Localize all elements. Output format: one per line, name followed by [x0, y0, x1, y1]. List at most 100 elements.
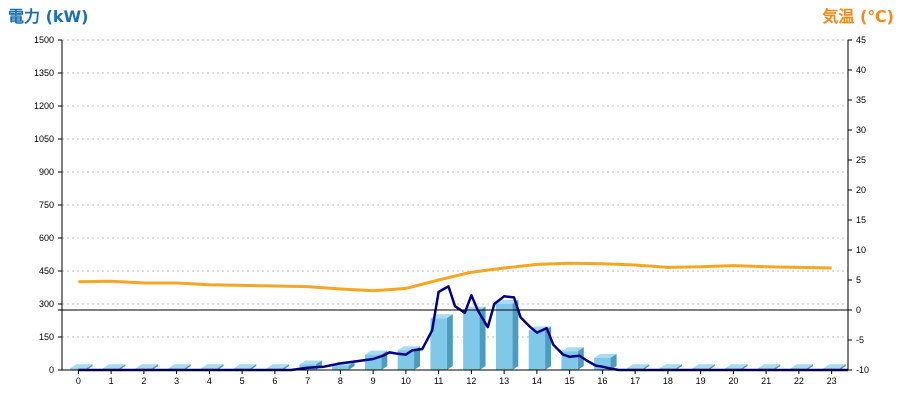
bar-side [643, 364, 650, 370]
power-line [78, 285, 848, 372]
bar-side [839, 364, 846, 370]
x-tick-label: 13 [499, 376, 509, 386]
bar-front [430, 318, 447, 370]
left-tick-label: 600 [39, 233, 54, 243]
bar-top [594, 353, 617, 358]
bar-top [659, 364, 683, 369]
x-tick-label: 0 [76, 376, 81, 386]
bar-side [577, 347, 584, 370]
left-tick-label: 1050 [34, 134, 54, 144]
bar-top [757, 364, 781, 369]
bar-side [348, 361, 355, 370]
bar-top [70, 364, 93, 369]
right-tick-label: 0 [856, 305, 861, 315]
temperature-line [78, 261, 832, 293]
right-tick-label: -5 [856, 335, 864, 345]
right-tick-label: 5 [856, 275, 861, 285]
left-tick-label: 450 [39, 266, 54, 276]
right-y-axis-ticks: -10 -5 0 5 10 15 20 25 30 35 40 45 [848, 35, 869, 375]
bar-side [414, 346, 421, 370]
x-tick-label: 19 [696, 376, 706, 386]
bar-side [676, 364, 683, 370]
bar-side [610, 353, 617, 370]
bar-side [446, 314, 453, 370]
x-tick-label: 2 [141, 376, 146, 386]
bar-side [283, 364, 290, 370]
left-tick-label: 1350 [34, 68, 54, 78]
bar-top [266, 364, 290, 369]
bar-top [430, 314, 453, 319]
x-tick-label: 1 [109, 376, 114, 386]
bar-front [332, 365, 349, 370]
bar-front [463, 310, 480, 370]
bar-top [725, 364, 748, 369]
x-tick-label: 12 [466, 376, 476, 386]
left-tick-label: 300 [39, 299, 54, 309]
power-bar [495, 300, 519, 370]
left-tick-label: 150 [39, 332, 54, 342]
left-tick-label: 1500 [34, 35, 54, 45]
right-tick-label: 45 [856, 35, 866, 45]
bar-front [495, 304, 513, 370]
left-axis-title: 電力 (kW) [8, 7, 89, 26]
x-tick-label: 21 [761, 376, 771, 386]
right-tick-label: 40 [856, 65, 866, 75]
left-tick-label: 750 [39, 200, 54, 210]
bar-side [217, 364, 224, 370]
bar-top [626, 364, 650, 369]
x-axis-ticks: 0 1 2 3 4 5 6 7 8 9 10 11 12 13 14 15 16 17 18 19 20 21 22 23 [76, 370, 837, 386]
bar-side [512, 300, 519, 370]
bar-side [86, 364, 93, 370]
left-tick-label: 1200 [34, 101, 54, 111]
bar-top [102, 364, 126, 369]
x-tick-label: 3 [174, 376, 179, 386]
axes [58, 40, 849, 371]
x-tick-label: 14 [532, 376, 542, 386]
x-tick-label: 10 [401, 376, 411, 386]
bar-top [823, 364, 846, 369]
x-tick-label: 8 [338, 376, 343, 386]
left-tick-label: 900 [39, 167, 54, 177]
bar-side [708, 364, 715, 370]
bar-side [184, 364, 191, 370]
bar-side [807, 364, 814, 370]
x-tick-label: 17 [630, 376, 640, 386]
x-tick-label: 23 [827, 376, 837, 386]
right-tick-label: 10 [856, 245, 866, 255]
left-y-axis-ticks: 0 150 300 450 600 750 900 1050 1200 1350 1500 [34, 35, 62, 375]
left-tick-label: 0 [49, 365, 54, 375]
bar-side [250, 364, 257, 370]
x-tick-label: 16 [597, 376, 607, 386]
power-bar [561, 347, 584, 370]
bar-top [364, 350, 388, 355]
right-axis-title: 気温 (℃) [822, 7, 894, 26]
bar-top [299, 360, 322, 365]
bar-side [119, 364, 126, 370]
x-tick-label: 20 [728, 376, 738, 386]
gridlines [62, 39, 848, 338]
right-tick-label: 25 [856, 155, 866, 165]
bar-side [152, 364, 159, 370]
bar-top [201, 364, 224, 369]
bar-top [168, 364, 191, 369]
bar-side [741, 364, 748, 370]
right-tick-label: 30 [856, 125, 866, 135]
right-tick-label: 35 [856, 95, 866, 105]
bar-side [774, 364, 781, 370]
right-tick-label: 15 [856, 215, 866, 225]
x-tick-label: 9 [371, 376, 376, 386]
bar-front [70, 368, 87, 370]
bar-top [692, 364, 715, 369]
x-tick-label: 6 [272, 376, 277, 386]
bar-top [495, 300, 519, 304]
series-lines [78, 261, 848, 372]
x-tick-label: 15 [565, 376, 575, 386]
bar-front [528, 330, 546, 370]
bar-top [233, 364, 257, 369]
bar-top [561, 347, 584, 352]
x-tick-label: 22 [794, 376, 804, 386]
bar-top [790, 364, 814, 369]
bar-top [135, 364, 159, 369]
x-tick-label: 18 [663, 376, 673, 386]
